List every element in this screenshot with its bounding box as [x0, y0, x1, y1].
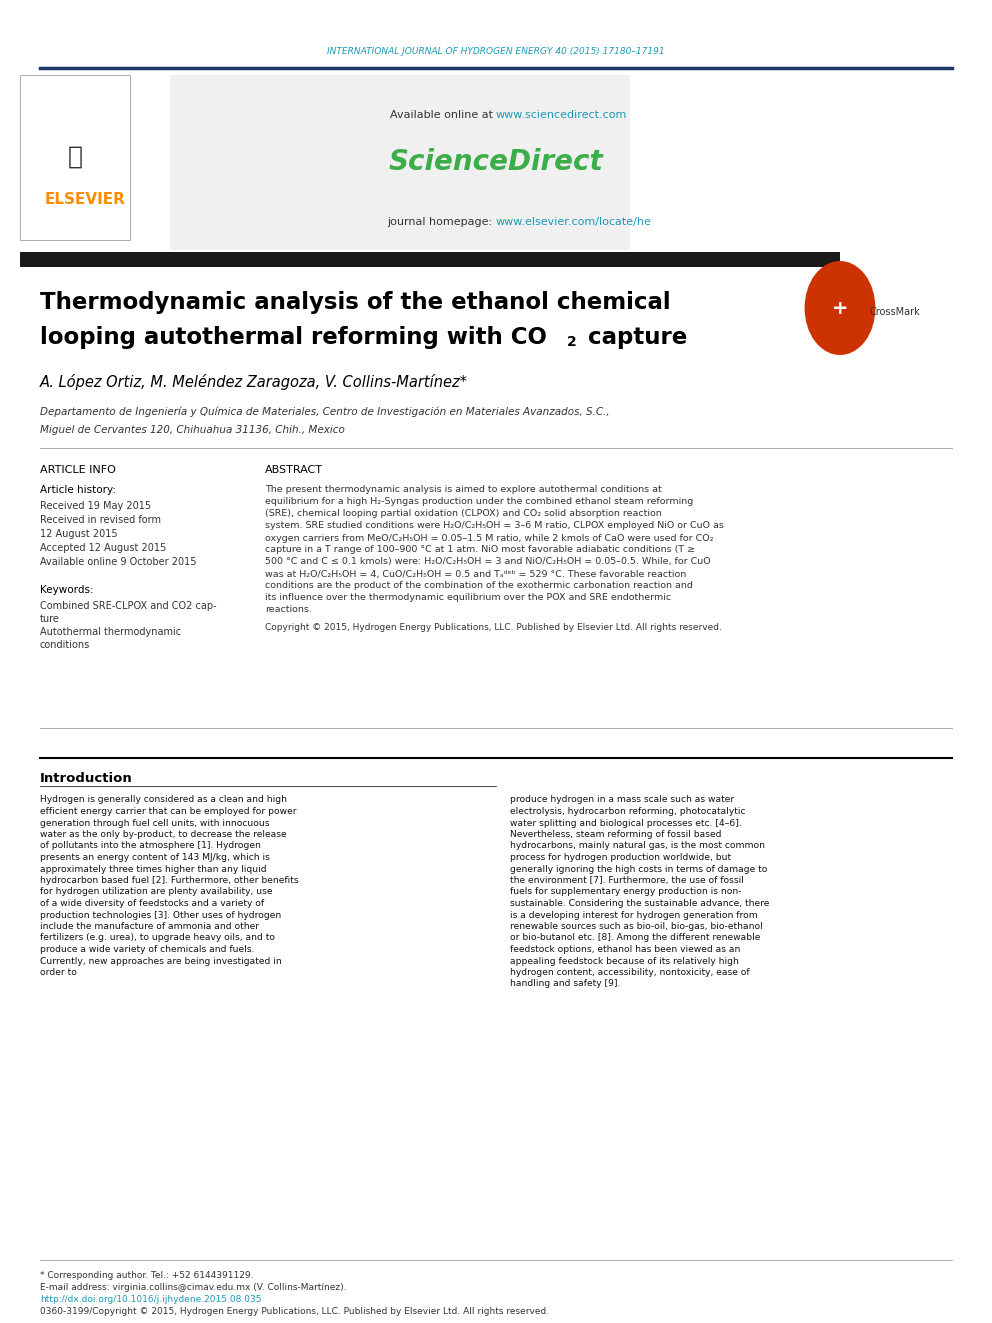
- Text: renewable sources such as bio-oil, bio-gas, bio-ethanol: renewable sources such as bio-oil, bio-g…: [510, 922, 763, 931]
- Text: A. López Ortiz, M. Meléndez Zaragoza, V. Collins-Martínez*: A. López Ortiz, M. Meléndez Zaragoza, V.…: [40, 374, 468, 390]
- Text: ture: ture: [40, 614, 60, 624]
- Text: Combined SRE-CLPOX and CO2 cap-: Combined SRE-CLPOX and CO2 cap-: [40, 601, 216, 611]
- Text: www.sciencedirect.com: www.sciencedirect.com: [496, 110, 627, 120]
- Text: electrolysis, hydrocarbon reforming, photocatalytic: electrolysis, hydrocarbon reforming, pho…: [510, 807, 746, 816]
- Text: of a wide diversity of feedstocks and a variety of: of a wide diversity of feedstocks and a …: [40, 900, 264, 908]
- Text: Accepted 12 August 2015: Accepted 12 August 2015: [40, 542, 167, 553]
- Text: reactions.: reactions.: [265, 606, 311, 614]
- Text: Departamento de Ingeniería y Química de Materiales, Centro de Investigación en M: Departamento de Ingeniería y Química de …: [40, 406, 610, 417]
- Text: is a developing interest for hydrogen generation from: is a developing interest for hydrogen ge…: [510, 910, 758, 919]
- Text: The present thermodynamic analysis is aimed to explore autothermal conditions at: The present thermodynamic analysis is ai…: [265, 486, 662, 495]
- Text: Keywords:: Keywords:: [40, 585, 93, 595]
- Text: ScienceDirect: ScienceDirect: [389, 148, 603, 176]
- Text: or bio-butanol etc. [8]. Among the different renewable: or bio-butanol etc. [8]. Among the diffe…: [510, 934, 761, 942]
- Text: INTERNATIONAL JOURNAL OF HYDROGEN ENERGY 40 (2015) 17180–17191: INTERNATIONAL JOURNAL OF HYDROGEN ENERGY…: [327, 48, 665, 57]
- Text: oxygen carriers from MeO/C₂H₅OH = 0.05–1.5 M ratio, while 2 kmols of CaO were us: oxygen carriers from MeO/C₂H₅OH = 0.05–1…: [265, 533, 713, 542]
- Text: approximately three times higher than any liquid: approximately three times higher than an…: [40, 864, 267, 873]
- Text: production technologies [3]. Other uses of hydrogen: production technologies [3]. Other uses …: [40, 910, 282, 919]
- Text: Copyright © 2015, Hydrogen Energy Publications, LLC. Published by Elsevier Ltd. : Copyright © 2015, Hydrogen Energy Public…: [265, 623, 722, 632]
- Text: www.elsevier.com/locate/he: www.elsevier.com/locate/he: [496, 217, 652, 228]
- Text: ELSEVIER: ELSEVIER: [45, 193, 125, 208]
- Text: produce hydrogen in a mass scale such as water: produce hydrogen in a mass scale such as…: [510, 795, 734, 804]
- Text: equilibrium for a high H₂-Syngas production under the combined ethanol steam ref: equilibrium for a high H₂-Syngas product…: [265, 497, 693, 507]
- Text: Currently, new approaches are being investigated in: Currently, new approaches are being inve…: [40, 957, 282, 966]
- Text: produce a wide variety of chemicals and fuels.: produce a wide variety of chemicals and …: [40, 945, 254, 954]
- Text: CrossMark: CrossMark: [870, 307, 921, 318]
- Text: ABSTRACT: ABSTRACT: [265, 464, 323, 475]
- Text: Introduction: Introduction: [40, 771, 133, 785]
- Text: hydrocarbons, mainly natural gas, is the most common: hydrocarbons, mainly natural gas, is the…: [510, 841, 765, 851]
- Text: ARTICLE INFO: ARTICLE INFO: [40, 464, 116, 475]
- Text: conditions are the product of the combination of the exothermic carbonation reac: conditions are the product of the combin…: [265, 582, 692, 590]
- Text: feedstock options, ethanol has been viewed as an: feedstock options, ethanol has been view…: [510, 945, 740, 954]
- Text: the environment [7]. Furthermore, the use of fossil: the environment [7]. Furthermore, the us…: [510, 876, 744, 885]
- Text: Received 19 May 2015: Received 19 May 2015: [40, 501, 151, 511]
- Text: process for hydrogen production worldwide, but: process for hydrogen production worldwid…: [510, 853, 731, 863]
- Text: * Corresponding author. Tel.: +52 6144391129.: * Corresponding author. Tel.: +52 614439…: [40, 1270, 254, 1279]
- Text: 500 °C and C ≤ 0.1 kmols) were: H₂O/C₂H₅OH = 3 and NiO/C₂H₅OH = 0.05–0.5. While,: 500 °C and C ≤ 0.1 kmols) were: H₂O/C₂H₅…: [265, 557, 710, 566]
- Text: generally ignoring the high costs in terms of damage to: generally ignoring the high costs in ter…: [510, 864, 768, 873]
- Text: presents an energy content of 143 MJ/kg, which is: presents an energy content of 143 MJ/kg,…: [40, 853, 270, 863]
- Text: Thermodynamic analysis of the ethanol chemical: Thermodynamic analysis of the ethanol ch…: [40, 291, 671, 314]
- Text: include the manufacture of ammonia and other: include the manufacture of ammonia and o…: [40, 922, 259, 931]
- FancyBboxPatch shape: [20, 75, 130, 239]
- Text: efficient energy carrier that can be employed for power: efficient energy carrier that can be emp…: [40, 807, 297, 816]
- Text: capture: capture: [580, 327, 687, 349]
- Text: its influence over the thermodynamic equilibrium over the POX and SRE endothermi: its influence over the thermodynamic equ…: [265, 594, 672, 602]
- Text: 2: 2: [567, 335, 576, 349]
- Text: Available online at: Available online at: [390, 110, 496, 120]
- Text: 🌳: 🌳: [67, 146, 82, 169]
- Text: 12 August 2015: 12 August 2015: [40, 529, 118, 538]
- Text: Hydrogen is generally considered as a clean and high: Hydrogen is generally considered as a cl…: [40, 795, 287, 804]
- Text: fertilizers (e.g. urea), to upgrade heavy oils, and to: fertilizers (e.g. urea), to upgrade heav…: [40, 934, 275, 942]
- Text: Received in revised form: Received in revised form: [40, 515, 161, 525]
- Text: looping autothermal reforming with CO: looping autothermal reforming with CO: [40, 327, 547, 349]
- Text: was at H₂O/C₂H₅OH = 4, CuO/C₂H₅OH = 0.5 and Tₐᵈᵉᵇ = 529 °C. These favorable reac: was at H₂O/C₂H₅OH = 4, CuO/C₂H₅OH = 0.5 …: [265, 569, 686, 578]
- FancyBboxPatch shape: [20, 251, 840, 267]
- Text: fuels for supplementary energy production is non-: fuels for supplementary energy productio…: [510, 888, 741, 897]
- Text: appealing feedstock because of its relatively high: appealing feedstock because of its relat…: [510, 957, 739, 966]
- Text: conditions: conditions: [40, 640, 90, 650]
- Text: water as the only by-product, to decrease the release: water as the only by-product, to decreas…: [40, 830, 287, 839]
- Text: handling and safety [9].: handling and safety [9].: [510, 979, 620, 988]
- Text: sustainable. Considering the sustainable advance, there: sustainable. Considering the sustainable…: [510, 900, 770, 908]
- Text: Nevertheless, steam reforming of fossil based: Nevertheless, steam reforming of fossil …: [510, 830, 721, 839]
- FancyBboxPatch shape: [170, 75, 630, 250]
- Circle shape: [806, 262, 875, 355]
- Text: Miguel de Cervantes 120, Chihuahua 31136, Chih., Mexico: Miguel de Cervantes 120, Chihuahua 31136…: [40, 425, 345, 435]
- Text: hydrocarbon based fuel [2]. Furthermore, other benefits: hydrocarbon based fuel [2]. Furthermore,…: [40, 876, 299, 885]
- Text: for hydrogen utilization are plenty availability, use: for hydrogen utilization are plenty avai…: [40, 888, 273, 897]
- Text: journal homepage:: journal homepage:: [387, 217, 496, 228]
- Text: Article history:: Article history:: [40, 486, 116, 495]
- Text: +: +: [831, 299, 848, 318]
- Text: E-mail address: virginia.collins@cimav.edu.mx (V. Collins-Martínez).: E-mail address: virginia.collins@cimav.e…: [40, 1282, 346, 1291]
- Text: of pollutants into the atmosphere [1]. Hydrogen: of pollutants into the atmosphere [1]. H…: [40, 841, 261, 851]
- Text: Available online 9 October 2015: Available online 9 October 2015: [40, 557, 196, 568]
- Text: 0360-3199/Copyright © 2015, Hydrogen Energy Publications, LLC. Published by Else: 0360-3199/Copyright © 2015, Hydrogen Ene…: [40, 1307, 550, 1315]
- Text: http://dx.doi.org/10.1016/j.ijhydene.2015.08.035: http://dx.doi.org/10.1016/j.ijhydene.201…: [40, 1294, 262, 1303]
- Text: hydrogen content, accessibility, nontoxicity, ease of: hydrogen content, accessibility, nontoxi…: [510, 968, 750, 976]
- Text: generation through fuel cell units, with innocuous: generation through fuel cell units, with…: [40, 819, 270, 827]
- Text: Autothermal thermodynamic: Autothermal thermodynamic: [40, 627, 182, 636]
- Text: (SRE), chemical looping partial oxidation (CLPOX) and CO₂ solid absorption react: (SRE), chemical looping partial oxidatio…: [265, 509, 662, 519]
- Text: system. SRE studied conditions were H₂O/C₂H₅OH = 3–6 M ratio, CLPOX employed NiO: system. SRE studied conditions were H₂O/…: [265, 521, 724, 531]
- Text: water splitting and biological processes etc. [4–6].: water splitting and biological processes…: [510, 819, 742, 827]
- Text: order to: order to: [40, 968, 76, 976]
- Text: capture in a T range of 100–900 °C at 1 atm. NiO most favorable adiabatic condit: capture in a T range of 100–900 °C at 1 …: [265, 545, 695, 554]
